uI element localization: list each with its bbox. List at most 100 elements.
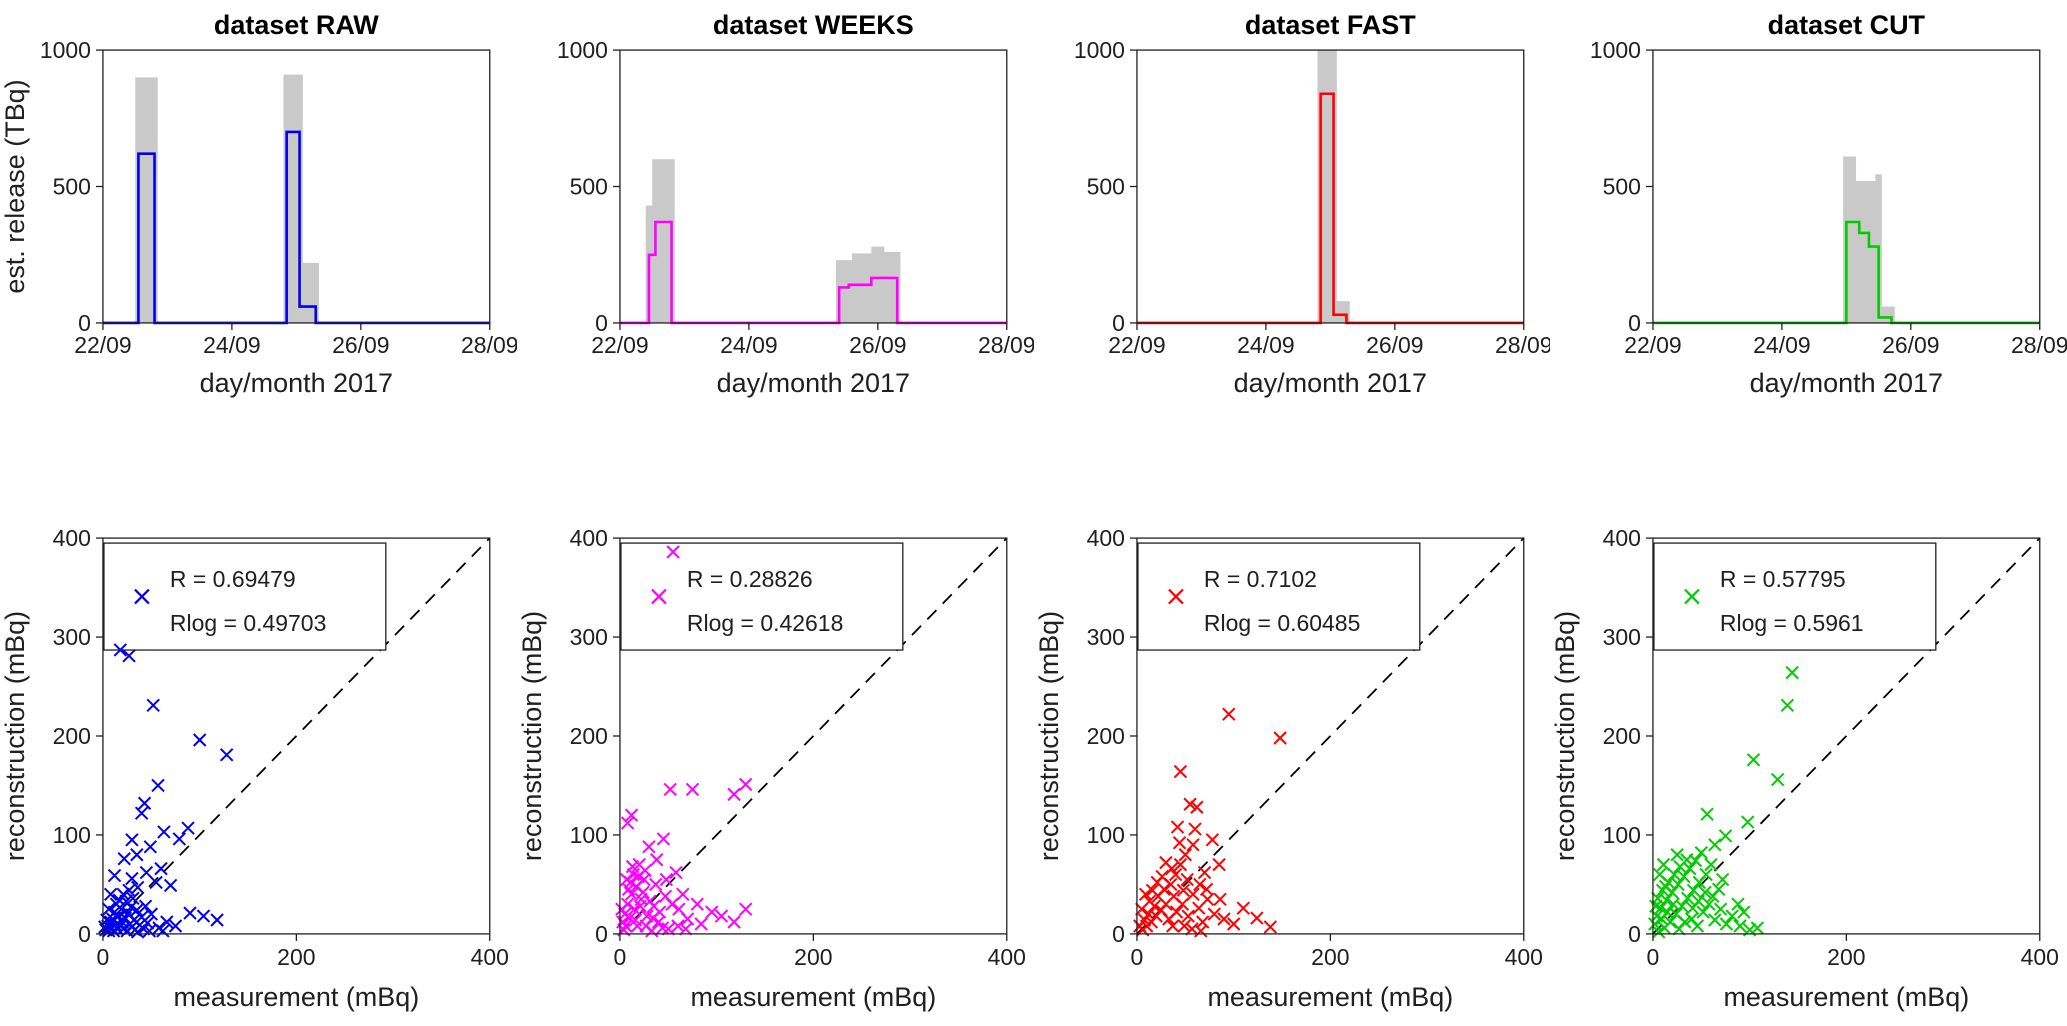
svg-text:200: 200 <box>569 723 607 749</box>
svg-text:0: 0 <box>1112 310 1125 336</box>
svg-text:200: 200 <box>1311 944 1349 970</box>
svg-text:0: 0 <box>1628 310 1641 336</box>
chart-release-weeks: 22/09 24/09 26/09 28/09 0 500 1000 dataset WEEK… <box>557 10 1034 398</box>
chart-release-fast: 22/09 24/09 26/09 28/09 0 500 1000 dataset FAST… <box>1073 10 1551 398</box>
chart-scatter-weeks: R = 0.28826 Rlog = 0.42618 0 200 400 0 100 200 3… <box>517 525 1026 1012</box>
svg-text:400: 400 <box>471 944 509 970</box>
svg-text:0: 0 <box>97 944 110 970</box>
svg-text:measurement (mBq): measurement (mBq) <box>1724 982 1970 1012</box>
panel-scatter-raw: R = 0.69479 Rlog = 0.49703 0 200 400 0 100 200 3… <box>0 420 517 1026</box>
svg-text:Rlog = 0.5961: Rlog = 0.5961 <box>1720 610 1864 636</box>
svg-text:1000: 1000 <box>557 37 608 63</box>
svg-text:dataset RAW: dataset RAW <box>214 10 379 40</box>
svg-text:500: 500 <box>569 174 607 200</box>
svg-text:500: 500 <box>1603 174 1641 200</box>
panel-release-weeks: 22/09 24/09 26/09 28/09 0 500 1000 dataset WEEK… <box>517 0 1034 420</box>
svg-text:100: 100 <box>1603 822 1641 848</box>
svg-text:R = 0.69479: R = 0.69479 <box>170 566 296 592</box>
svg-text:R = 0.57795: R = 0.57795 <box>1720 566 1846 592</box>
chart-scatter-cut: R = 0.57795 Rlog = 0.5961 0 200 400 0 100 200 30… <box>1550 525 2059 1012</box>
svg-text:Rlog = 0.42618: Rlog = 0.42618 <box>687 610 843 636</box>
svg-text:24/09: 24/09 <box>1237 332 1294 358</box>
svg-text:1000: 1000 <box>40 37 91 63</box>
svg-text:measurement (mBq): measurement (mBq) <box>173 982 419 1012</box>
svg-text:26/09: 26/09 <box>332 332 389 358</box>
svg-text:0: 0 <box>1647 944 1660 970</box>
panel-scatter-cut: R = 0.57795 Rlog = 0.5961 0 200 400 0 100 200 30… <box>1550 420 2067 1026</box>
svg-text:R = 0.28826: R = 0.28826 <box>687 566 813 592</box>
svg-text:28/09: 28/09 <box>461 332 517 358</box>
svg-text:100: 100 <box>569 822 607 848</box>
svg-text:300: 300 <box>569 624 607 650</box>
svg-text:0: 0 <box>1112 921 1125 947</box>
svg-text:0: 0 <box>78 310 91 336</box>
svg-text:400: 400 <box>1603 525 1641 551</box>
svg-text:dataset CUT: dataset CUT <box>1768 10 1926 40</box>
panel-scatter-fast: R = 0.7102 Rlog = 0.60485 0 200 400 0 100 200 30… <box>1034 420 1551 1026</box>
svg-text:0: 0 <box>595 921 608 947</box>
svg-text:300: 300 <box>1603 624 1641 650</box>
svg-text:0: 0 <box>613 944 626 970</box>
chart-release-cut: 22/09 24/09 26/09 28/09 0 500 1000 dataset CUT d… <box>1590 10 2067 398</box>
svg-text:R = 0.7102: R = 0.7102 <box>1203 566 1316 592</box>
svg-text:reconstruction (mBq): reconstruction (mBq) <box>1550 611 1580 861</box>
svg-text:100: 100 <box>53 822 91 848</box>
svg-text:300: 300 <box>53 624 91 650</box>
svg-text:1000: 1000 <box>1073 37 1124 63</box>
svg-text:26/09: 26/09 <box>849 332 906 358</box>
svg-text:day/month 2017: day/month 2017 <box>1750 368 1943 398</box>
chart-scatter-fast: R = 0.7102 Rlog = 0.60485 0 200 400 0 100 200 30… <box>1034 525 1543 1012</box>
panel-release-fast: 22/09 24/09 26/09 28/09 0 500 1000 dataset FAST… <box>1034 0 1551 420</box>
svg-text:22/09: 22/09 <box>1108 332 1165 358</box>
svg-text:500: 500 <box>1086 174 1124 200</box>
svg-text:0: 0 <box>1628 921 1641 947</box>
svg-text:200: 200 <box>1086 723 1124 749</box>
svg-text:300: 300 <box>1086 624 1124 650</box>
svg-text:dataset WEEKS: dataset WEEKS <box>713 10 914 40</box>
svg-text:26/09: 26/09 <box>1882 332 1939 358</box>
svg-text:400: 400 <box>53 525 91 551</box>
svg-text:day/month 2017: day/month 2017 <box>1233 368 1426 398</box>
svg-text:500: 500 <box>53 174 91 200</box>
svg-text:28/09: 28/09 <box>2011 332 2067 358</box>
svg-text:22/09: 22/09 <box>74 332 131 358</box>
svg-text:0: 0 <box>78 921 91 947</box>
chart-scatter-raw: R = 0.69479 Rlog = 0.49703 0 200 400 0 100 200 3… <box>0 525 509 1012</box>
svg-text:measurement (mBq): measurement (mBq) <box>690 982 936 1012</box>
chart-release-raw: 22/09 24/09 26/09 28/09 0 500 1000 dataset RAW d… <box>0 10 517 398</box>
svg-text:200: 200 <box>1827 944 1865 970</box>
svg-text:22/09: 22/09 <box>591 332 648 358</box>
svg-text:0: 0 <box>595 310 608 336</box>
svg-text:day/month 2017: day/month 2017 <box>716 368 909 398</box>
svg-text:28/09: 28/09 <box>978 332 1034 358</box>
svg-text:28/09: 28/09 <box>1495 332 1551 358</box>
svg-text:400: 400 <box>987 944 1025 970</box>
svg-text:Rlog = 0.60485: Rlog = 0.60485 <box>1203 610 1359 636</box>
svg-text:est. release (TBq): est. release (TBq) <box>0 79 30 293</box>
panel-release-cut: 22/09 24/09 26/09 28/09 0 500 1000 dataset CUT d… <box>1550 0 2067 420</box>
svg-text:200: 200 <box>1603 723 1641 749</box>
svg-text:dataset FAST: dataset FAST <box>1244 10 1415 40</box>
svg-text:100: 100 <box>1086 822 1124 848</box>
svg-text:200: 200 <box>53 723 91 749</box>
svg-text:400: 400 <box>2021 944 2059 970</box>
svg-text:reconstruction (mBq): reconstruction (mBq) <box>0 611 30 861</box>
svg-text:reconstruction (mBq): reconstruction (mBq) <box>517 611 547 861</box>
panel-scatter-weeks: R = 0.28826 Rlog = 0.42618 0 200 400 0 100 200 3… <box>517 420 1034 1026</box>
svg-text:22/09: 22/09 <box>1624 332 1681 358</box>
svg-text:24/09: 24/09 <box>1753 332 1810 358</box>
svg-text:200: 200 <box>277 944 315 970</box>
svg-text:measurement (mBq): measurement (mBq) <box>1207 982 1453 1012</box>
svg-text:26/09: 26/09 <box>1366 332 1423 358</box>
svg-text:day/month 2017: day/month 2017 <box>200 368 393 398</box>
svg-text:400: 400 <box>569 525 607 551</box>
svg-text:Rlog = 0.49703: Rlog = 0.49703 <box>170 610 326 636</box>
svg-text:200: 200 <box>794 944 832 970</box>
svg-text:24/09: 24/09 <box>720 332 777 358</box>
svg-text:24/09: 24/09 <box>203 332 260 358</box>
svg-text:1000: 1000 <box>1590 37 1641 63</box>
svg-text:400: 400 <box>1086 525 1124 551</box>
svg-text:reconstruction (mBq): reconstruction (mBq) <box>1034 611 1064 861</box>
svg-text:0: 0 <box>1130 944 1143 970</box>
